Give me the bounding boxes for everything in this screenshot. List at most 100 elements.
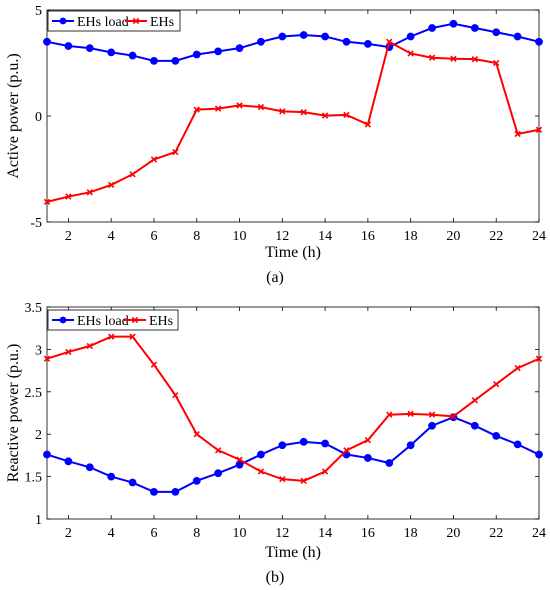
data-point [257, 37, 265, 46]
data-point [236, 456, 243, 463]
y-tick-label: 1.5 [25, 471, 43, 486]
y-tick-label: 3 [35, 343, 42, 358]
data-point [535, 126, 543, 133]
panel-caption: (b) [266, 569, 285, 586]
x-tick-label: 6 [150, 229, 157, 244]
data-point [450, 55, 457, 62]
data-point [535, 355, 543, 362]
data-point [65, 193, 72, 200]
data-point [535, 450, 543, 459]
data-point [492, 28, 501, 37]
data-point [513, 32, 522, 41]
legend-marker [59, 17, 67, 25]
data-point [407, 410, 414, 418]
legend-marker [131, 316, 139, 324]
data-point [514, 364, 521, 372]
plot-frame [46, 9, 540, 223]
data-point [428, 421, 436, 430]
data-point [321, 32, 329, 41]
data-point [192, 476, 201, 485]
data-point [43, 198, 51, 206]
y-tick-label: 2.5 [25, 386, 43, 401]
data-point [428, 24, 436, 32]
data-point [150, 156, 158, 163]
data-point [449, 19, 458, 28]
data-point [471, 56, 478, 63]
x-tick-label: 14 [318, 229, 332, 244]
series-ehs [43, 333, 543, 485]
data-point [85, 44, 94, 53]
series-line [46, 335, 540, 482]
data-point [385, 459, 394, 467]
data-point [471, 397, 478, 404]
data-point [128, 51, 137, 60]
x-tick-label: 22 [489, 229, 503, 244]
data-point [150, 487, 158, 496]
data-point [108, 181, 115, 189]
data-point [171, 487, 180, 496]
data-point [235, 44, 244, 53]
legend: EHs load EHs [47, 309, 179, 331]
y-tick-label: 1 [35, 513, 42, 528]
data-point [107, 48, 116, 57]
data-point [364, 121, 372, 128]
data-point [364, 436, 372, 444]
data-point [108, 333, 115, 340]
y-tick-label: 2 [35, 428, 42, 443]
data-point [299, 437, 308, 446]
data-point [470, 24, 479, 32]
data-point [192, 50, 201, 59]
data-point [386, 38, 393, 45]
data-point [321, 439, 329, 448]
legend-label: EHs [150, 15, 174, 30]
data-point [171, 56, 180, 65]
data-point [300, 477, 307, 485]
data-point [257, 468, 265, 475]
data-point [172, 148, 179, 156]
x-tick-label: 10 [233, 229, 247, 244]
x-tick-label: 16 [361, 526, 375, 541]
data-point [43, 450, 51, 459]
y-axis-label: Active power (p.u.) [5, 53, 22, 178]
panel-caption: (a) [266, 269, 284, 286]
legend-label: EHs load [77, 314, 129, 329]
x-tick-label: 8 [193, 229, 200, 244]
data-point [214, 447, 222, 454]
legend: EHs load EHs [47, 10, 181, 32]
data-point [65, 348, 72, 356]
x-tick-label: 18 [404, 526, 418, 541]
y-tick-label: 3.5 [25, 301, 43, 316]
data-point [299, 31, 308, 39]
x-tick-label: 8 [193, 526, 200, 541]
data-point [406, 441, 415, 450]
y-tick-label: 5 [35, 4, 42, 19]
data-point [129, 171, 136, 178]
data-point [193, 106, 200, 113]
data-point [493, 381, 500, 388]
data-point [214, 47, 223, 56]
data-point [43, 37, 51, 46]
legend-label: EHs load [77, 15, 129, 30]
data-point [257, 103, 265, 111]
data-point [470, 421, 479, 430]
data-point [428, 411, 436, 418]
data-point [514, 130, 521, 138]
legend-label: EHs [149, 314, 173, 329]
data-point [363, 454, 372, 462]
series-ehs [43, 38, 543, 206]
data-point [535, 37, 543, 46]
data-point [64, 457, 73, 466]
data-point [150, 56, 158, 65]
x-tick-label: 12 [275, 229, 289, 244]
plot-frame [46, 306, 540, 520]
data-point [214, 469, 223, 478]
x-tick-label: 20 [446, 526, 460, 541]
x-tick-label: 24 [532, 229, 546, 244]
data-point [406, 32, 415, 41]
data-point [86, 342, 93, 350]
data-point [150, 361, 158, 368]
data-point [343, 111, 350, 119]
x-tick-label: 22 [489, 526, 503, 541]
